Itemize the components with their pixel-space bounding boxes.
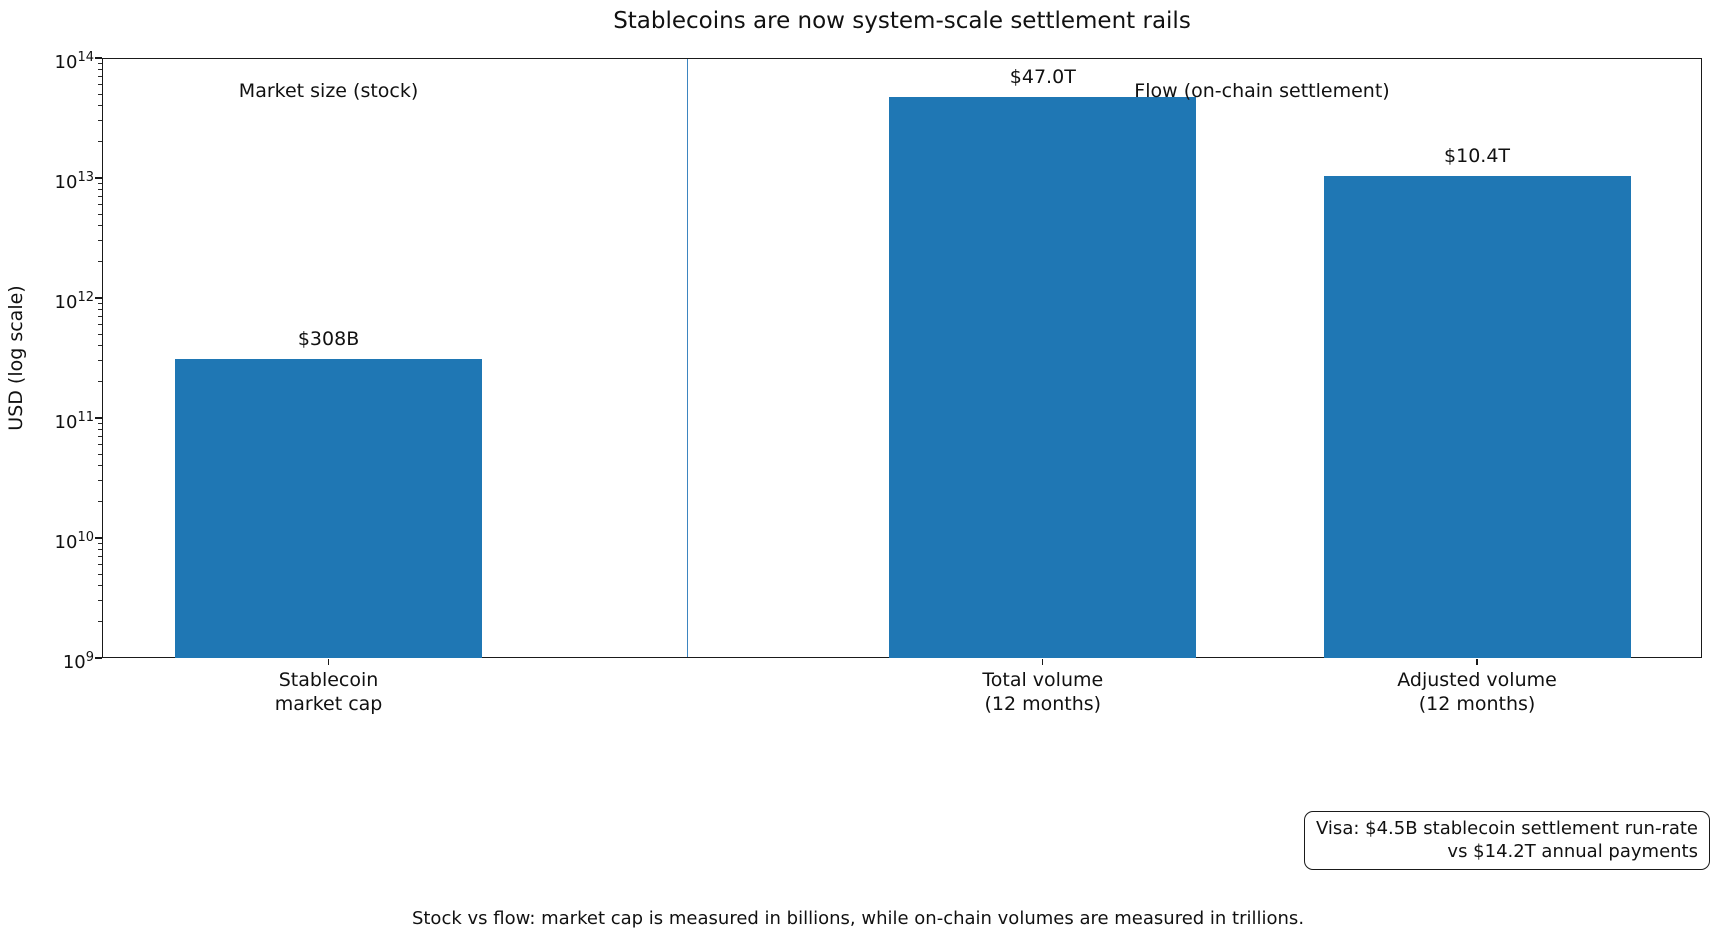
y-minor-tick [98,120,102,122]
bar-value-label: $308B [297,328,360,351]
x-major-tick [1042,659,1044,666]
y-major-tick [95,537,102,539]
y-minor-tick [98,261,102,263]
y-minor-tick [98,564,102,566]
y-minor-tick [98,573,102,575]
x-major-tick [1476,659,1478,666]
y-minor-tick [98,422,102,425]
x-tick-label: Adjusted volume (12 months) [1327,669,1627,716]
y-minor-tick [98,360,102,362]
x-tick-label: Stablecoin market cap [179,669,479,716]
y-minor-tick [98,225,102,227]
x-tick-label-line: Stablecoin [278,669,379,691]
y-minor-tick [98,302,102,305]
x-tick-label-line: market cap [274,692,383,715]
y-minor-tick [98,309,102,311]
visa-annotation-box: Visa: $4.5B stablecoin settlement run-ra… [1304,811,1710,870]
y-minor-tick [98,621,102,623]
x-tick-label-line: (12 months) [984,692,1102,715]
y-minor-tick [98,240,102,242]
y-minor-tick [98,444,102,446]
y-minor-tick [98,189,102,191]
y-major-tick [95,57,102,59]
visa-annotation-line-1: Visa: $4.5B stablecoin settlement run-ra… [1316,818,1698,839]
y-minor-tick [98,465,102,467]
chart-title: Stablecoins are now system-scale settlem… [613,8,1191,34]
y-minor-tick [98,345,102,347]
bar-value-label: $47.0T [1009,66,1076,89]
y-minor-tick [98,324,102,326]
y-major-tick [95,177,102,179]
bar [889,97,1197,658]
y-minor-tick [98,600,102,602]
y-minor-tick [98,549,102,551]
y-tick-label: 1010 [54,530,94,553]
y-minor-tick [98,93,102,95]
y-minor-tick [98,501,102,503]
y-major-tick [95,657,102,659]
y-major-tick [95,297,102,299]
y-minor-tick [98,555,102,558]
x-tick-label-line: (12 months) [1418,692,1536,715]
group-label: Market size (stock) [238,80,419,102]
y-minor-tick [98,75,102,78]
y-tick-label: 1012 [54,290,94,313]
y-major-tick [95,417,102,419]
y-minor-tick [98,195,102,198]
figure-caption: Stock vs flow: market cap is measured in… [411,908,1305,929]
y-tick-label: 1011 [54,410,94,433]
visa-annotation-line-2: vs $14.2T annual payments [1447,841,1698,862]
y-minor-tick [98,542,102,545]
bar [1323,175,1631,658]
y-minor-tick [98,84,102,86]
y-axis-label: USD (log scale) [5,285,27,431]
y-minor-tick [98,204,102,206]
y-minor-tick [98,435,102,438]
bar [175,359,483,658]
y-minor-tick [98,141,102,143]
y-minor-tick [98,333,102,335]
x-tick-label: Total volume (12 months) [893,669,1193,716]
x-tick-label-line: Adjusted volume [1397,669,1557,691]
y-minor-tick [98,62,102,65]
y-minor-tick [98,585,102,587]
y-minor-tick [98,315,102,318]
bar-value-label: $10.4T [1444,144,1511,167]
y-tick-label: 1013 [54,170,94,193]
y-minor-tick [98,69,102,71]
y-minor-tick [98,480,102,482]
y-tick-label: 109 [62,650,94,673]
y-minor-tick [98,453,102,455]
y-minor-tick [98,381,102,383]
y-minor-tick [98,182,102,185]
x-tick-label-line: Total volume [982,669,1104,691]
group-label: Flow (on-chain settlement) [1134,80,1390,102]
y-minor-tick [98,105,102,107]
x-major-tick [327,659,330,666]
stock-flow-divider-line [686,59,689,657]
y-tick-label: 1014 [54,50,94,73]
y-minor-tick [98,429,102,431]
y-minor-tick [98,213,102,215]
